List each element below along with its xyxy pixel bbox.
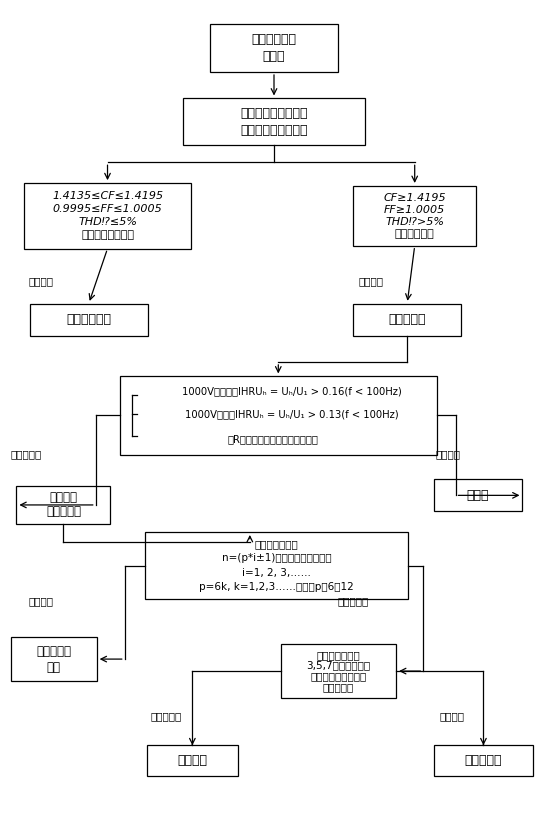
FancyBboxPatch shape [147,745,238,777]
Text: 采集电压、电: 采集电压、电 [252,33,296,46]
Text: 铁磁饱和型: 铁磁饱和型 [465,754,502,767]
FancyBboxPatch shape [11,637,97,681]
Text: n=(p*i±1)，且不含偶数次谐波: n=(p*i±1)，且不含偶数次谐波 [222,553,332,563]
Text: 满足条件: 满足条件 [28,276,53,286]
Text: 电弧型: 电弧型 [467,489,489,502]
Text: 满足条件: 满足条件 [435,449,460,459]
FancyBboxPatch shape [120,377,437,455]
Text: 类型的负荷: 类型的负荷 [46,505,81,518]
Text: 谐波源负荷: 谐波源负荷 [389,313,426,326]
FancyBboxPatch shape [16,486,111,524]
FancyBboxPatch shape [182,99,366,145]
FancyBboxPatch shape [30,304,148,336]
Text: 1000V以上：IHRUₕ = Uₕ/U₁ > 0.13(f < 100Hz): 1000V以上：IHRUₕ = Uₕ/U₁ > 0.13(f < 100Hz) [185,409,398,419]
FancyBboxPatch shape [209,24,339,72]
FancyBboxPatch shape [434,479,522,511]
Text: 三者必须同时成立: 三者必须同时成立 [81,231,134,240]
FancyBboxPatch shape [353,186,476,246]
Text: CF≥1.4195: CF≥1.4195 [384,193,446,203]
Text: 满足条件: 满足条件 [359,276,384,286]
FancyBboxPatch shape [145,532,408,599]
Text: 且R符合电弧电阻的伏安特性曲线: 且R符合电弧电阻的伏安特性曲线 [227,434,318,444]
Text: 数据处理与运算（进: 数据处理与运算（进 [240,107,308,120]
Text: 不满足条件: 不满足条件 [338,596,369,606]
Text: p=6k, k=1,2,3……，通常p为6或12: p=6k, k=1,2,3……，通常p为6或12 [199,582,354,593]
Text: i=1, 2, 3,……: i=1, 2, 3,…… [242,568,311,578]
FancyBboxPatch shape [281,644,396,698]
Text: 至少一个成立: 至少一个成立 [395,229,435,239]
Text: 其他类型: 其他类型 [178,754,207,767]
Text: 0.9995≤FF≤1.0005: 0.9995≤FF≤1.0005 [53,205,162,214]
Text: 满足条件: 满足条件 [28,596,53,606]
Text: 1000V及以下：IHRUₕ = Uₕ/U₁ > 0.16(f < 100Hz): 1000V及以下：IHRUₕ = Uₕ/U₁ > 0.16(f < 100Hz) [182,386,402,397]
Text: 满足条件: 满足条件 [439,711,464,721]
Text: THD⁉≤5%: THD⁉≤5% [78,218,137,227]
Text: 电力电子开: 电力电子开 [36,645,71,658]
Text: 波含量增加: 波含量增加 [323,682,354,693]
Text: 行快速傅里叶分析）: 行快速傅里叶分析） [240,124,308,137]
FancyBboxPatch shape [24,183,191,249]
Text: 且随者电压增大，谐: 且随者电压增大，谐 [310,672,367,681]
Text: 谐波电流的阶次: 谐波电流的阶次 [255,539,299,549]
Text: 不满足条件: 不满足条件 [151,711,182,721]
Text: 1.4135≤CF≤1.4195: 1.4135≤CF≤1.4195 [52,192,163,201]
Text: 不满足条件: 不满足条件 [11,449,42,459]
Text: FF≥1.0005: FF≥1.0005 [384,205,446,215]
Text: THD⁉>5%: THD⁉>5% [385,217,444,227]
FancyBboxPatch shape [353,304,461,336]
Text: 非电弧炉: 非电弧炉 [49,491,77,504]
Text: 流数据: 流数据 [262,51,286,64]
Text: 非谐波源负荷: 非谐波源负荷 [66,313,111,326]
Text: 3,5,7次谐波为主，: 3,5,7次谐波为主， [306,661,370,671]
Text: 关型: 关型 [47,661,61,674]
Text: 电流谐波次数以: 电流谐波次数以 [317,650,361,660]
FancyBboxPatch shape [434,745,533,777]
